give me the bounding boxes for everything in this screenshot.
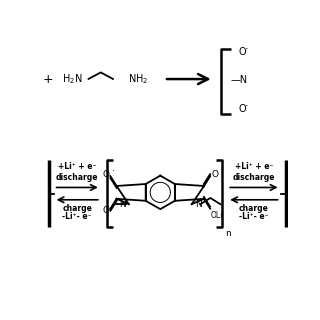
Text: +Li⁺ + e⁻: +Li⁺ + e⁻	[58, 163, 96, 172]
Text: $\mathregular{H_2N}$: $\mathregular{H_2N}$	[62, 72, 83, 86]
Text: n: n	[225, 228, 230, 238]
Text: +: +	[43, 73, 53, 85]
Text: O: O	[102, 170, 109, 179]
Text: O: O	[102, 206, 109, 215]
Text: $\mathregular{NH_2}$: $\mathregular{NH_2}$	[128, 72, 148, 86]
Text: N: N	[120, 200, 126, 209]
Text: ·: ·	[244, 101, 248, 111]
Text: discharge: discharge	[233, 173, 275, 182]
Text: charge: charge	[62, 204, 92, 213]
Text: —N: —N	[231, 75, 248, 85]
Text: ·: ·	[112, 166, 115, 176]
Text: N: N	[195, 200, 202, 209]
Text: -Li⁺- e⁻: -Li⁺- e⁻	[62, 212, 92, 220]
Text: discharge: discharge	[56, 173, 99, 182]
Text: -Li⁺- e⁻: -Li⁺- e⁻	[239, 212, 269, 220]
Text: OLi: OLi	[211, 211, 223, 220]
Text: charge: charge	[239, 204, 269, 213]
Text: O: O	[238, 47, 246, 57]
Text: +Li⁺ + e⁻: +Li⁺ + e⁻	[235, 163, 273, 172]
Text: O: O	[212, 170, 219, 179]
Text: O: O	[238, 104, 246, 114]
Text: ·: ·	[244, 44, 248, 54]
